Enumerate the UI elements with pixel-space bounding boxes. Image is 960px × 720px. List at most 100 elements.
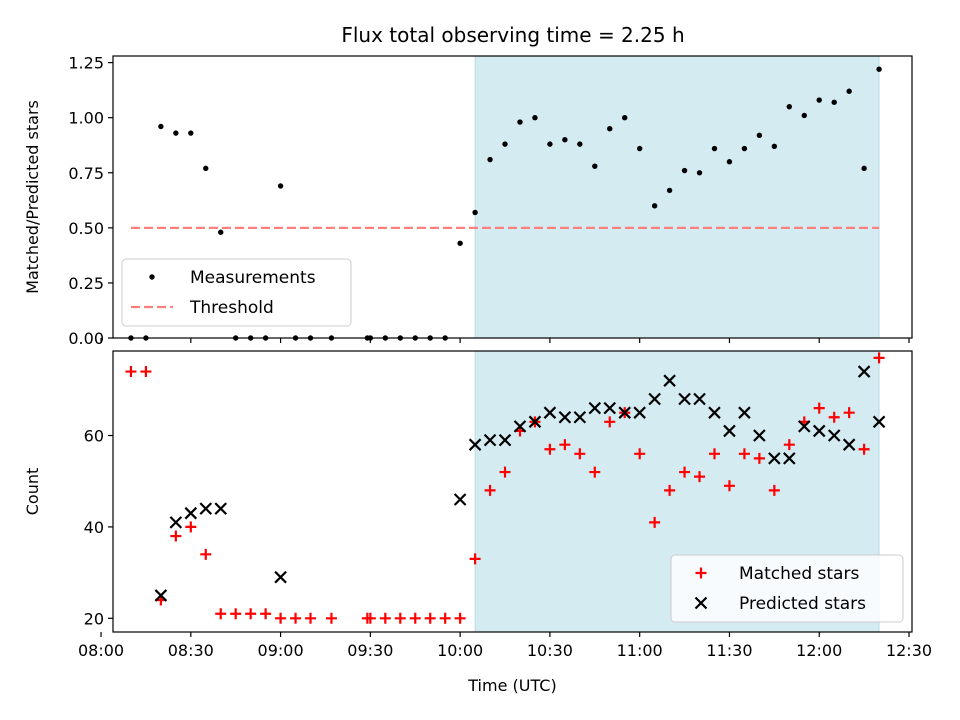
x-tick-label: 12:00 [796, 641, 842, 660]
matched-star-point [484, 484, 496, 496]
legend-label-predicted: Predicted stars [739, 594, 866, 614]
measurement-point [173, 130, 179, 136]
matched-star-point [424, 612, 436, 624]
measurement-point [577, 141, 583, 147]
predicted-star-point [738, 406, 751, 419]
matched-star-point [439, 612, 451, 624]
measurement-point [651, 203, 658, 209]
legend-box [670, 554, 904, 623]
measurement-point [726, 159, 733, 165]
predicted-star-point [768, 452, 781, 465]
matched-star-point [604, 416, 616, 428]
predicted-star-point [498, 433, 512, 447]
predicted-star-point [513, 420, 527, 433]
matched-star-point [454, 612, 466, 624]
matched-star-point [499, 466, 511, 478]
predicted-star-point [708, 406, 721, 419]
matched-star-point [828, 411, 840, 423]
x-axis-label: Time (UTC) [467, 676, 556, 695]
x-tick-label: 10:30 [527, 641, 573, 660]
matched-star-point [275, 612, 287, 624]
y-tick-label: 0.75 [68, 164, 104, 183]
measurement-point [846, 88, 852, 94]
legend-marker-predicted [694, 596, 708, 610]
y-tick-label: 0.50 [68, 219, 104, 238]
measurement-point [681, 167, 688, 174]
predicted-star-point [842, 438, 856, 451]
matched-star-point [544, 443, 556, 455]
matched-star-point [649, 516, 661, 528]
matched-star-point [679, 466, 691, 478]
predicted-star-point [812, 424, 826, 438]
predicted-star-point [797, 420, 811, 433]
measurement-point [547, 141, 553, 147]
measurement-point [771, 143, 778, 150]
x-tick-label: 10:00 [437, 641, 483, 660]
measurement-point [277, 183, 284, 189]
axes-frame [112, 55, 913, 339]
matched-star-point [723, 480, 735, 492]
y-tick-label: 20 [84, 609, 104, 628]
predicted-star-point [543, 406, 557, 419]
legend-marker-measurements [149, 274, 155, 280]
predicted-star-point [603, 401, 617, 415]
predicted-star-point [468, 438, 482, 451]
predicted-star-point [783, 452, 796, 465]
legend-label-measurements: Measurements [190, 268, 316, 288]
matched-star-point [469, 553, 481, 565]
matched-star-point [245, 608, 257, 620]
predicted-star-point [154, 589, 168, 602]
measurement-point [622, 114, 628, 121]
measurement-point [158, 123, 164, 130]
predicted-star-point [184, 506, 198, 520]
x-tick-label: 09:30 [347, 641, 393, 660]
axes-frame [112, 350, 913, 633]
predicted-star-point [648, 392, 661, 406]
x-tick-label: 12:30 [886, 641, 932, 660]
measurement-point [607, 126, 613, 132]
measurement-point [502, 141, 508, 147]
matched-star-point [664, 484, 676, 496]
matched-star-point [185, 521, 197, 533]
matched-star-point [768, 484, 780, 496]
matched-star-point [753, 452, 765, 464]
predicted-star-point [723, 424, 736, 438]
predicted-star-point [453, 493, 467, 506]
predicted-star-point [214, 502, 228, 515]
y-tick-label: 1.25 [68, 54, 104, 73]
matched-star-point [325, 612, 337, 624]
predicted-star-point [483, 433, 497, 447]
y-axis-label: Count [23, 468, 42, 516]
predicted-star-point [857, 365, 871, 378]
measurement-point [472, 209, 478, 216]
predicted-star-point [633, 406, 646, 419]
predicted-star-point [663, 374, 676, 387]
matched-star-point [305, 612, 317, 624]
matched-star-point [215, 608, 227, 620]
matched-star-point [290, 612, 302, 624]
predicted-star-point [573, 410, 587, 424]
matched-star-point [364, 612, 376, 624]
matched-star-point [170, 530, 182, 542]
legend-label-matched: Matched stars [739, 564, 859, 584]
chart-title: Flux total observing time = 2.25 h [341, 23, 684, 47]
predicted-star-point [618, 406, 631, 419]
matched-star-point [843, 407, 855, 419]
measurement-point [816, 97, 822, 103]
measurement-point [532, 114, 538, 121]
y-tick-label: 1.00 [68, 109, 104, 128]
legend-marker-matched [695, 567, 707, 579]
measurement-point [711, 145, 718, 152]
predicted-star-point [169, 516, 183, 529]
predicted-star-point [678, 392, 691, 406]
y-tick-label: 0.00 [68, 329, 104, 348]
x-tick-label: 11:30 [706, 641, 752, 660]
matched-star-point [125, 366, 137, 378]
matched-star-point [379, 612, 391, 624]
matched-star-point [559, 439, 571, 451]
matched-star-point [394, 612, 406, 624]
measurement-point [562, 137, 568, 143]
matched-star-point [634, 448, 646, 460]
measurement-point [666, 187, 673, 194]
